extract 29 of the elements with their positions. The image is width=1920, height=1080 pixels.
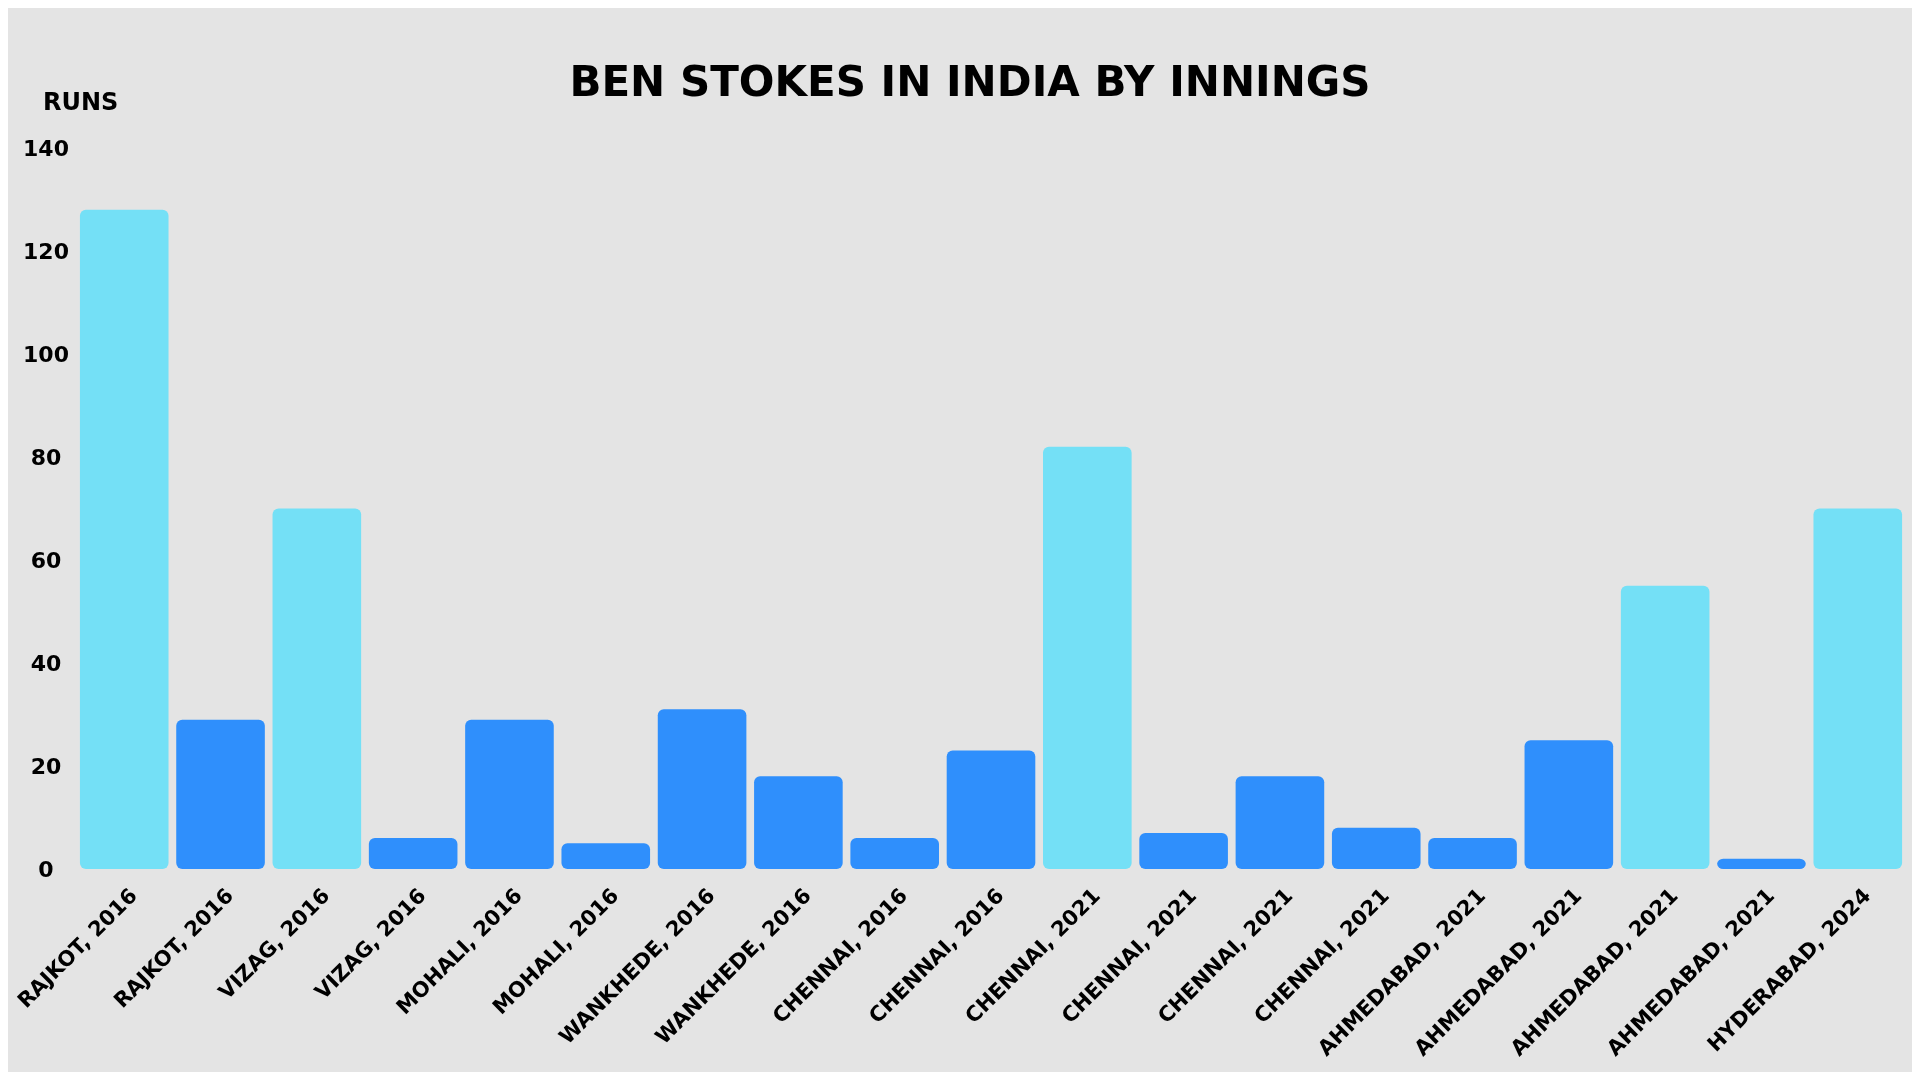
y-tick-label: 100 xyxy=(23,341,69,367)
bar xyxy=(1139,832,1228,869)
bar xyxy=(1717,858,1806,869)
bar xyxy=(79,209,169,869)
y-tick-label: 80 xyxy=(30,444,62,470)
y-axis-title: RUNS xyxy=(43,88,119,116)
bar xyxy=(946,750,1036,869)
bar xyxy=(1428,838,1517,869)
bar xyxy=(1813,508,1903,869)
y-tick-label: 40 xyxy=(30,650,62,676)
chart-title: BEN STOKES IN INDIA BY INNINGS xyxy=(569,57,1371,106)
bar xyxy=(561,843,651,869)
bar xyxy=(368,838,458,869)
bar xyxy=(1620,585,1710,869)
bar xyxy=(1043,446,1132,869)
y-tick-label: 140 xyxy=(23,135,69,161)
y-tick-label: 20 xyxy=(30,753,62,779)
bar xyxy=(754,776,843,869)
y-tick-label: 60 xyxy=(30,547,62,573)
y-tick-label: 0 xyxy=(38,856,54,882)
y-tick-label: 120 xyxy=(23,238,69,264)
bar xyxy=(176,719,265,869)
bar xyxy=(1235,776,1325,869)
bar xyxy=(272,508,362,869)
bar xyxy=(1331,827,1421,869)
bar xyxy=(657,709,747,869)
bar xyxy=(465,719,554,869)
bar xyxy=(1524,740,1614,869)
bar xyxy=(850,838,939,869)
